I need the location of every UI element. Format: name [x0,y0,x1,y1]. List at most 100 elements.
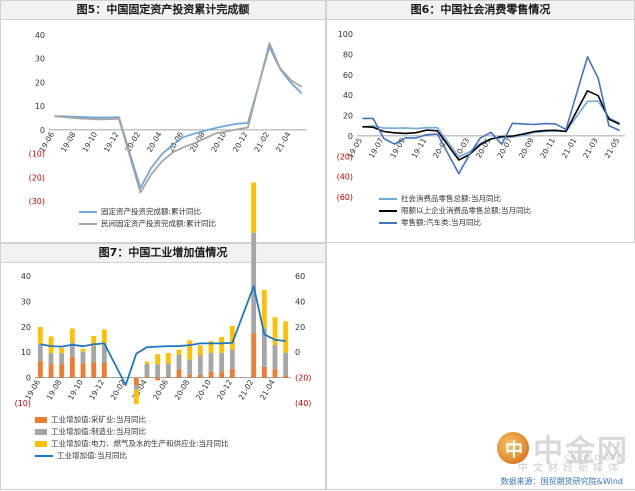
x-tick-label: 20-12 [231,130,250,154]
bar [101,344,107,363]
legend-label: 工业增加值:电力、燃气及水的生产和供应业:当月同比 [51,439,229,448]
bar [91,362,97,378]
x-tick-label: 19-09 [388,136,407,160]
bar [37,327,43,344]
bar [69,342,75,358]
chart-panel-industrial-value-added: 图7：中国工业增加值情况 40 30 20 10 0 (10) 60 40 20 0 (20) (40… [0,182,326,490]
bar [37,361,43,378]
bar [133,377,139,386]
y-tick-label: 0 [26,374,31,383]
series-line [362,56,620,175]
x-tick-label: 20-10 [194,378,213,402]
bar [219,336,225,353]
chart-legend: 固定资产投资完成额:累计同比 民间固定资产投资完成额:累计同比 [79,206,216,230]
y-tick-label: 20 [35,78,45,87]
y-tick-label: 0 [348,132,353,141]
y-tick-label-right: 0 [295,348,300,357]
bar [187,340,193,360]
x-tick-label: 19-11 [410,136,429,160]
bar [219,352,225,373]
legend-label: 固定资产投资完成额:累计同比 [101,207,202,216]
bar [229,325,235,350]
bar [155,377,161,381]
brand-watermark: 中 中金网 [497,426,629,470]
bar [155,354,161,365]
chart-legend: 工业增加值:采矿业:当月同比 工业增加值:制造业:当月同比 工业增加值:电力、燃… [35,414,229,462]
chart-title: 图7：中国工业增加值情况 [1,244,325,263]
y-tick-label: (20) [29,173,45,182]
bar [229,349,235,369]
bar [176,349,182,355]
bar [37,343,43,362]
bar [261,289,267,329]
bar [133,389,139,405]
bar [197,345,203,356]
brand-url: CNGOLD.ORG [564,454,623,462]
data-source-note: 数据来源：国贸期货研究院&Wind [500,477,623,486]
x-tick-label: 21-05 [603,136,622,160]
bar [272,345,278,370]
x-tick-label: 21-02 [252,130,271,154]
bar [69,328,75,343]
bar [59,364,65,378]
bar [59,353,65,365]
y-tick-label: 0 [40,126,45,135]
y-tick-label: (30) [29,197,45,206]
bar [187,359,193,375]
x-tick-label: 19-12 [102,130,121,154]
x-tick-label: 21-03 [581,136,600,160]
legend-item: 工业增加值:采矿业:当月同比 [35,414,229,426]
legend-label: 民间固定资产投资完成额:累计同比 [101,219,217,228]
bar [251,232,257,334]
bar [176,369,182,378]
x-tick-label: 21-01 [560,136,579,160]
y-tick-label-right: 20 [295,323,305,332]
bar [59,347,65,354]
legend-label: 工业增加值:采矿业:当月同比 [51,415,147,424]
x-tick-label: 19-10 [80,130,99,154]
x-tick-label: 20-11 [538,136,557,160]
bar [155,364,161,378]
bar [101,329,107,345]
legend-swatch [79,223,97,225]
bar [208,341,214,353]
y-tick-label-right: 40 [295,297,305,306]
legend-swatch [379,198,397,200]
brand-name: 中金网 [533,434,629,469]
bar [91,335,97,347]
series-line [40,285,286,386]
bar [283,375,289,378]
chart-title: 图6：中国社会消费零售情况 [327,1,634,20]
bar [133,385,139,390]
legend-swatch [35,429,47,435]
y-tick-label-right: (40) [295,399,311,408]
bar [144,376,150,378]
legend-swatch [379,222,397,224]
x-tick-label: 19-07 [367,136,386,160]
legend-item: 零售额:汽车类:当月同比 [379,217,531,229]
x-tick-label: 20-04 [130,378,149,402]
y-tick-label-right: 60 [295,272,305,281]
bar [80,363,86,378]
chart-panel-retail-sales: 图6：中国社会消费零售情况 100 80 60 40 20 0 (20) (40) (60) 19… [326,0,635,243]
chart-title: 图5：中国固定资产投资累计完成额 [1,1,325,20]
x-tick-label: 19-08 [45,378,64,402]
bar [283,321,289,353]
y-tick-label: 40 [35,31,45,40]
x-tick-label: 20-09 [517,136,536,160]
bar [197,374,203,378]
y-tick-label: 40 [21,272,31,281]
bar [208,352,214,372]
bar [261,366,267,378]
bar [91,346,97,363]
legend-item: 社会消费品零售总额:当月同比 [379,193,531,205]
x-tick-label: 21-04 [274,130,293,154]
bar [144,361,150,364]
chart-legend: 社会消费品零售总额:当月同比 限额以上企业消费品零售总额:当月同比 零售额:汽车… [379,193,531,229]
series-line [54,42,303,194]
y-tick-label: 20 [21,323,31,332]
y-tick-label: 30 [35,55,45,64]
x-tick-label: 20-06 [151,378,170,402]
